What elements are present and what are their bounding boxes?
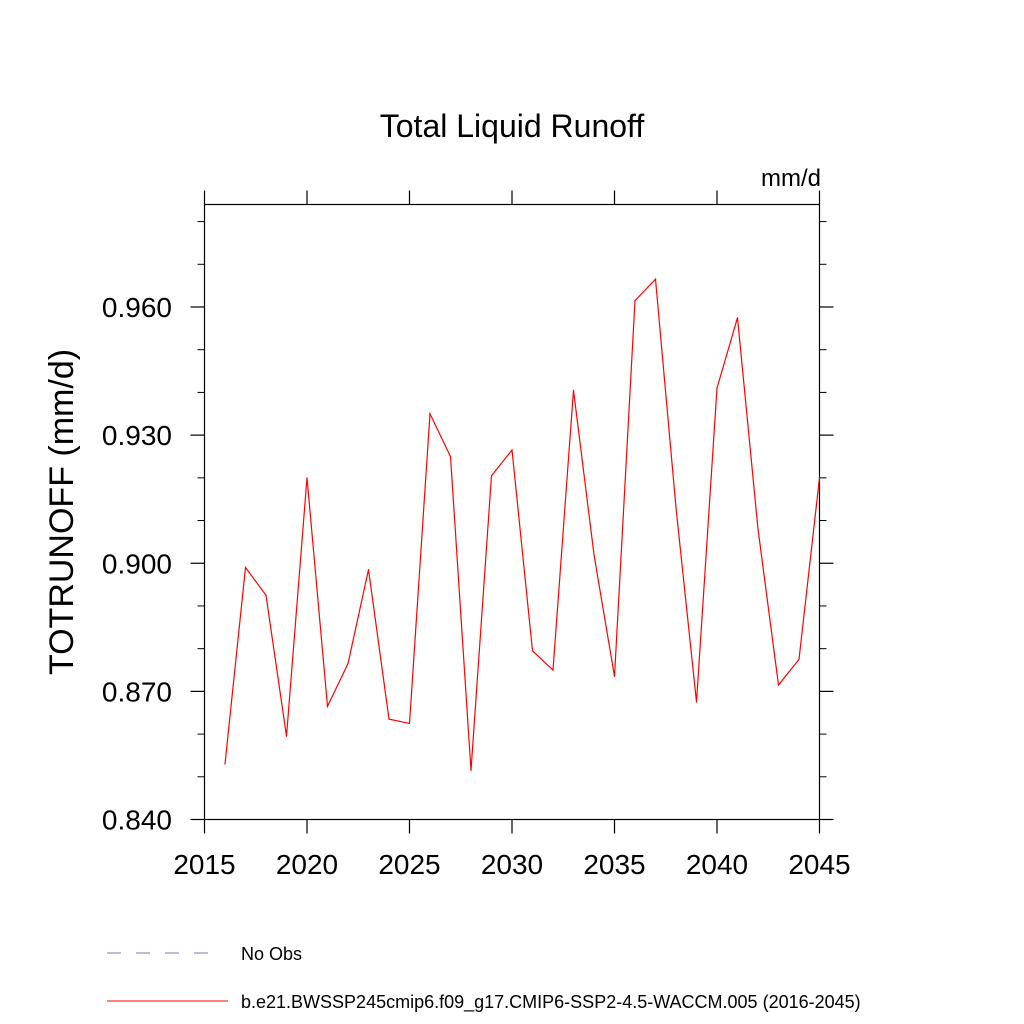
data-point — [757, 528, 759, 530]
data-point — [613, 675, 616, 678]
data-point — [388, 718, 390, 720]
data-point — [736, 317, 739, 319]
y-tick-label: 0.900 — [102, 548, 172, 579]
units-label: mm/d — [761, 165, 821, 192]
data-point — [367, 569, 370, 571]
data-point — [224, 763, 226, 765]
y-tick-label: 0.870 — [102, 676, 172, 707]
x-tick-label: 2040 — [686, 849, 748, 880]
x-tick-label: 2025 — [378, 849, 440, 880]
data-point — [593, 554, 595, 556]
chart-title: Total Liquid Runoff — [380, 108, 645, 144]
legend: No Obs b.e21.BWSSP245cmip6.f09_g17.CMIP6-… — [107, 944, 861, 1013]
data-point — [634, 299, 636, 302]
series-line — [224, 277, 821, 771]
legend-label: b.e21.BWSSP245cmip6.f09_g17.CMIP6-SSP2-4… — [241, 992, 861, 1013]
data-point — [654, 278, 657, 280]
series-layer — [224, 277, 821, 771]
data-point — [818, 477, 821, 479]
data-point — [572, 389, 575, 391]
x-tick-label: 2030 — [481, 849, 543, 880]
data-point — [306, 477, 308, 479]
x-tick-label: 2045 — [788, 849, 850, 880]
y-tick-label: 0.960 — [102, 292, 172, 323]
data-point — [552, 669, 554, 671]
data-point — [798, 658, 800, 660]
data-point — [285, 735, 288, 737]
data-point — [326, 705, 329, 707]
data-point — [449, 455, 452, 458]
data-point — [470, 769, 472, 771]
y-tick-label: 0.840 — [102, 805, 172, 836]
plot-frame — [203, 203, 821, 821]
data-point — [716, 387, 718, 389]
axis-tick-labels: 2015 2020 2025 2030 2035 2040 2045 0.840 0.870 0.… — [102, 292, 851, 880]
data-point — [347, 663, 349, 665]
x-tick-label: 2020 — [276, 849, 338, 880]
x-tick-label: 2015 — [173, 849, 235, 880]
axis-ticks — [190, 190, 834, 834]
data-point — [244, 566, 247, 569]
data-point — [408, 722, 411, 725]
data-point — [490, 475, 493, 477]
y-tick-label: 0.930 — [102, 420, 172, 451]
data-point — [531, 650, 534, 652]
data-point — [429, 413, 431, 415]
x-tick-label: 2035 — [583, 849, 645, 880]
data-point — [777, 684, 780, 686]
y-axis-label: TOTRUNOFF (mm/d) — [43, 349, 81, 675]
legend-label: No Obs — [241, 944, 302, 964]
data-point — [511, 449, 513, 451]
data-point — [695, 701, 698, 703]
data-point — [265, 594, 267, 596]
data-point — [675, 507, 677, 509]
